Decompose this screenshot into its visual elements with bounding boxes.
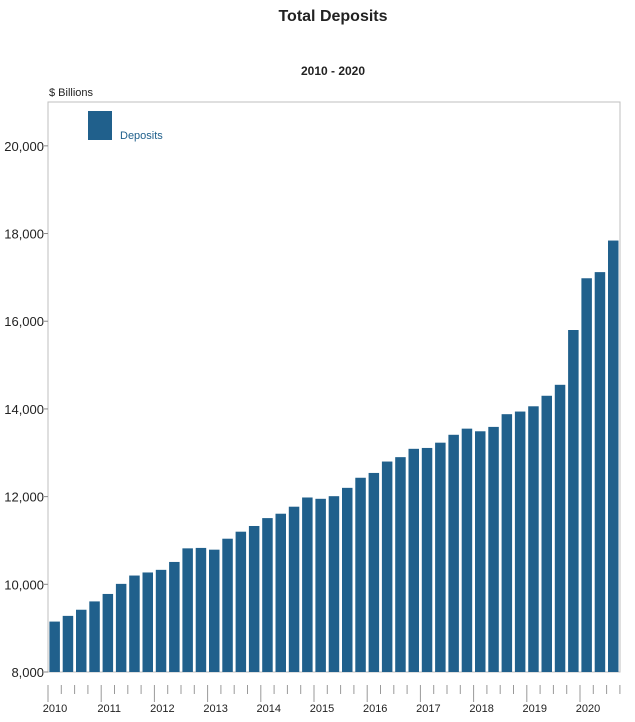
bar (501, 414, 513, 672)
bar (129, 575, 140, 672)
bars-group (49, 240, 619, 673)
x-tick-label: 2016 (363, 703, 387, 715)
bar (62, 615, 74, 672)
bar (488, 426, 499, 672)
bar (195, 547, 207, 672)
x-tick-label: 2011 (97, 703, 121, 715)
bar (581, 278, 592, 672)
bar (381, 461, 393, 672)
legend-swatch-deposits (88, 111, 112, 140)
bar (288, 506, 300, 672)
bar (222, 538, 233, 672)
bar (554, 384, 566, 672)
y-tick-label: 20,000 (4, 139, 44, 154)
x-axis-ticks: 2010 2011 2012 2013 2014 2015 2016 2017 2018 2019… (43, 685, 621, 715)
bar (209, 549, 220, 672)
bar (461, 428, 473, 672)
bar (421, 447, 433, 672)
bar (235, 531, 247, 672)
legend: Deposits (88, 111, 163, 142)
x-tick-label: 2018 (469, 703, 493, 715)
x-tick-label: 2010 (43, 703, 67, 715)
bar (155, 569, 167, 672)
y-tick-label: 18,000 (4, 227, 44, 242)
bar (102, 593, 114, 672)
bar (76, 609, 87, 672)
bar (368, 472, 380, 672)
bar (328, 496, 340, 672)
bar (528, 406, 539, 672)
x-tick-label: 2020 (576, 703, 600, 715)
x-tick-label: 2014 (257, 703, 281, 715)
bar (408, 448, 419, 672)
bar (594, 272, 606, 672)
x-tick-label: 2013 (203, 703, 227, 715)
bar (302, 497, 313, 672)
bar (169, 561, 180, 672)
y-tick-label: 14,000 (4, 402, 44, 417)
chart-title: Total Deposits (278, 8, 387, 25)
y-tick-label: 10,000 (4, 577, 44, 592)
y-axis-ticks: 8,000 10,000 12,000 14,000 16,000 18,000 20,00… (4, 139, 48, 680)
bar (275, 513, 286, 672)
x-tick-label: 2017 (416, 703, 440, 715)
chart-subtitle: 2010 - 2020 (301, 64, 365, 78)
legend-label-deposits: Deposits (120, 130, 163, 142)
bar (248, 525, 260, 672)
bar (142, 572, 153, 672)
bar (541, 395, 552, 672)
x-tick-label: 2015 (310, 703, 334, 715)
bar (568, 330, 579, 672)
bar (182, 548, 193, 672)
bar (89, 601, 100, 672)
bar (342, 487, 353, 672)
x-tick-label: 2012 (150, 703, 174, 715)
x-tick-label: 2019 (523, 703, 547, 715)
bar (395, 457, 406, 672)
y-tick-label: 8,000 (11, 665, 44, 680)
bar (448, 434, 459, 672)
bar (49, 621, 60, 672)
bar (514, 411, 526, 672)
y-tick-label: 16,000 (4, 314, 44, 329)
y-axis-unit-label: $ Billions (49, 87, 94, 99)
bar (115, 583, 127, 672)
bar (475, 431, 486, 672)
y-tick-label: 12,000 (4, 490, 44, 505)
bar (262, 518, 273, 672)
bar (435, 442, 446, 672)
bar (355, 477, 366, 672)
bar (608, 240, 619, 673)
bar (315, 498, 326, 672)
